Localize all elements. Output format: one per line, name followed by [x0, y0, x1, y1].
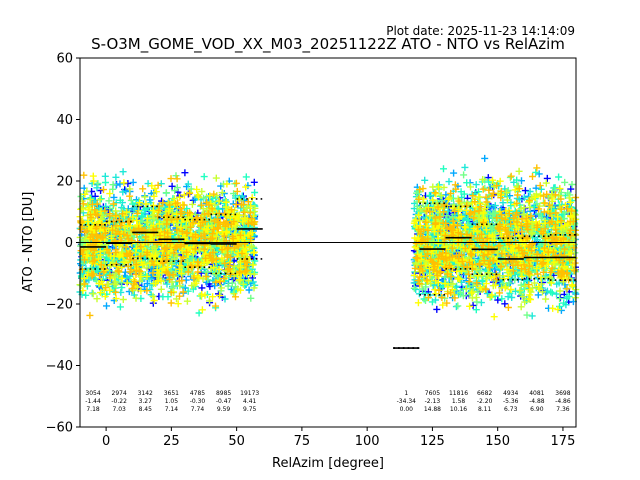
- y-tick-label: 40: [56, 113, 73, 128]
- bin-std-label-7: 0.00: [400, 406, 414, 413]
- bin-std-label-9: 10.16: [450, 406, 467, 413]
- bin-std-label-12: 6.90: [530, 406, 544, 413]
- bin-mean-label-4: -0.30: [190, 398, 206, 405]
- bin-count-label-2: 3142: [138, 390, 153, 397]
- bin-count-label-0: 3054: [85, 390, 100, 397]
- bin-count-label-9: 11816: [449, 390, 468, 397]
- bin-std-label-6: 9.75: [243, 406, 257, 413]
- bin-count-label-3: 3651: [164, 390, 179, 397]
- bin-mean-label-2: 3.27: [139, 398, 153, 405]
- bin-mean-label-0: -1.44: [85, 398, 101, 405]
- x-tick-label: 75: [294, 434, 311, 449]
- bin-count-label-11: 4934: [503, 390, 518, 397]
- y-tick-label: 0: [65, 236, 73, 251]
- bin-mean-label-8: -2.13: [425, 398, 441, 405]
- bin-count-label-6: 19173: [240, 390, 259, 397]
- x-tick-label: 100: [355, 434, 380, 449]
- bin-mean-label-5: -0.47: [216, 398, 232, 405]
- bin-overlay: [80, 198, 576, 349]
- y-tick-label: −60: [46, 421, 73, 436]
- bin-std-label-4: 7.74: [191, 406, 205, 413]
- bin-std-label-11: 6.73: [504, 406, 518, 413]
- bin-count-label-8: 7605: [425, 390, 440, 397]
- bin-mean-label-6: 4.41: [243, 398, 257, 405]
- chart-title: S-O3M_GOME_VOD_XX_M03_20251122Z ATO - NT…: [91, 35, 565, 54]
- bin-mean-label-3: 1.05: [165, 398, 179, 405]
- bin-count-label-12: 4081: [529, 390, 544, 397]
- bin-mean-label-1: -0.22: [111, 398, 127, 405]
- y-axis-ticks: −60 −40 −20 0 20 40 60: [46, 52, 80, 436]
- x-tick-label: 0: [102, 434, 110, 449]
- y-axis-label: ATO - NTO [DU]: [21, 192, 36, 293]
- x-tick-label: 150: [485, 434, 510, 449]
- bin-std-label-13: 7.36: [556, 406, 570, 413]
- bin-mean-label-12: -4.88: [529, 398, 545, 405]
- bin-mean-label-9: 1.58: [452, 398, 466, 405]
- scatter-series-7: [77, 164, 580, 319]
- plot-date: Plot date: 2025-11-23 14:14:09: [386, 24, 575, 38]
- bin-mean-label-10: -2.20: [477, 398, 493, 405]
- y-tick-label: −20: [46, 298, 73, 313]
- x-axis-label: RelAzim [degree]: [272, 456, 384, 471]
- y-tick-label: −40: [46, 359, 73, 374]
- bin-std-label-1: 7.03: [112, 406, 126, 413]
- bin-count-label-4: 4785: [190, 390, 205, 397]
- bin-std-label-0: 7.18: [86, 406, 100, 413]
- x-tick-label: 125: [420, 434, 445, 449]
- y-tick-label: 20: [56, 175, 73, 190]
- bin-count-label-1: 2974: [112, 390, 127, 397]
- bin-std-label-5: 9.59: [217, 406, 231, 413]
- bin-mean-label-7: -34.34: [397, 398, 417, 405]
- scatter-points: [76, 154, 580, 321]
- x-tick-label: 50: [228, 434, 245, 449]
- bin-std-label-2: 8.45: [139, 406, 153, 413]
- bin-count-label-5: 8985: [216, 390, 231, 397]
- bin-std-label-3: 7.14: [165, 406, 179, 413]
- bin-mean-label-13: -4.86: [555, 398, 571, 405]
- x-axis-ticks: 0 25 50 75 100 125 150 175: [102, 427, 575, 449]
- bin-mean-label-11: -5.36: [503, 398, 519, 405]
- bin-count-label-10: 6682: [477, 390, 492, 397]
- bin-std-label-8: 14.88: [424, 406, 441, 413]
- bin-std-label-10: 8.11: [478, 406, 492, 413]
- x-tick-label: 175: [551, 434, 576, 449]
- x-tick-label: 25: [163, 434, 180, 449]
- bin-count-label-7: 1: [404, 390, 408, 397]
- bin-count-label-13: 3698: [555, 390, 570, 397]
- y-tick-label: 60: [56, 52, 73, 67]
